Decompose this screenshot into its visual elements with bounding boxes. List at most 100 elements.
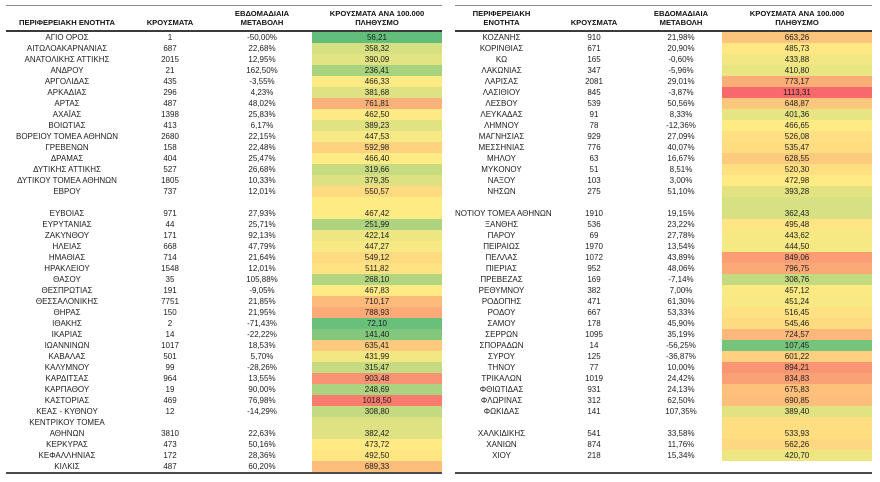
region-name-cell — [6, 197, 128, 208]
right-table: ΠΕΡΙΦΕΡΕΙΑΚΗ ΕΝΟΤΗΤΑ ΚΡΟΥΣΜΑΤΑ ΕΒΔΟΜΑΔΙΑΙΑ Μ… — [455, 5, 872, 474]
table-row: ΚΑΒΑΛΑΣ 501 5,70% 431,99 — [6, 350, 442, 362]
region-name-cell: ΑΓΙΟ ΟΡΟΣ — [45, 32, 89, 42]
cases-cell: 413 — [163, 120, 177, 130]
table-row: ΜΕΣΣΗΝΙΑΣ 776 40,07% 535,47 — [455, 141, 872, 153]
weekly-change-cell: 10,33% — [248, 175, 276, 185]
column-header: ΕΒΔΟΜΑΔΙΑΙΑ ΜΕΤΑΒΟΛΗ — [234, 9, 290, 27]
cases-cell: 487 — [163, 461, 177, 471]
per-100k-cell — [312, 416, 442, 428]
cases-cell: 347 — [587, 65, 601, 75]
region-name-cell: ΔΥΤΙΚΗΣ ΑΤΤΙΚΗΣ — [33, 164, 101, 174]
cases-cell: 296 — [163, 87, 177, 97]
per-100k-cell: 141,40 — [312, 328, 442, 340]
table-row: ΓΡΕΒΕΝΩΝ 158 22,48% 592,98 — [6, 141, 442, 153]
weekly-change-cell: 40,07% — [667, 142, 695, 152]
weekly-change-cell: 25,83% — [248, 109, 276, 119]
region-name-cell: ΜΗΛΟΥ — [487, 153, 516, 163]
cases-cell: 1095 — [585, 329, 603, 339]
per-100k-cell: 444,50 — [722, 240, 872, 252]
cases-cell: 312 — [587, 395, 601, 405]
weekly-change-cell: 50,56% — [667, 98, 695, 108]
weekly-change-cell: -14,29% — [247, 406, 277, 416]
table-row: ΚΑΣΤΟΡΙΑΣ 469 76,98% 1018,50 — [6, 394, 442, 406]
region-name-cell: ΚΑΛΥΜΝΟΥ — [44, 362, 90, 372]
per-100k-cell: 526,08 — [722, 130, 872, 142]
per-100k-cell: 1113,31 — [722, 86, 872, 98]
table-row: ΚΕΦΑΛΛΗΝΙΑΣ 172 28,36% 492,50 — [6, 449, 442, 461]
weekly-change-cell — [640, 197, 722, 208]
table-row: ΚΙΛΚΙΣ 487 60,20% 689,33 — [6, 460, 442, 472]
region-name-cell: ΚΑΣΤΟΡΙΑΣ — [44, 395, 90, 405]
table-row: ΚΕΑΣ - ΚΥΘΝΟΥ 12 -14,29% 308,80 — [6, 405, 442, 417]
region-name-cell: ΠΕΙΡΑΙΩΣ — [483, 241, 520, 251]
table-row: ΔΥΤΙΚΗΣ ΑΤΤΙΚΗΣ 527 26,68% 319,66 — [6, 163, 442, 175]
cases-cell: 2015 — [161, 54, 179, 64]
per-100k-cell: 689,33 — [312, 460, 442, 472]
table-row: ΛΕΣΒΟΥ 539 50,56% 648,87 — [455, 97, 872, 109]
per-100k-cell: 308,80 — [312, 405, 442, 417]
per-100k-cell: 466,33 — [312, 75, 442, 87]
cases-cell: 1017 — [161, 340, 179, 350]
weekly-change-cell: 28,36% — [248, 450, 276, 460]
per-100k-cell: 389,23 — [312, 119, 442, 131]
region-name-cell: ΒΟΙΩΤΙΑΣ — [48, 120, 86, 130]
region-name-cell: ΛΑΚΩΝΙΑΣ — [481, 65, 522, 75]
region-name-cell: ΙΚΑΡΙΑΣ — [51, 329, 83, 339]
cases-cell — [128, 417, 212, 428]
table-row: ΦΩΚΙΔΑΣ 141 107,35% 389,40 — [455, 405, 872, 417]
per-100k-cell: 472,98 — [722, 174, 872, 186]
per-100k-cell: 648,87 — [722, 97, 872, 109]
cases-cell: 14 — [589, 340, 599, 350]
region-name-cell: ΚΑΡΠΑΘΟΥ — [44, 384, 90, 394]
cases-cell: 382 — [587, 285, 601, 295]
cases-cell: 667 — [587, 307, 601, 317]
cases-cell — [548, 417, 640, 428]
table-row: ΝΑΞΟΥ 103 3,00% 472,98 — [455, 174, 872, 186]
weekly-change-cell: 48,06% — [667, 263, 695, 273]
left-table-body: ΑΓΙΟ ΟΡΟΣ 1 -50,00% 56,21 ΑΙΤΩΛΟΑΚΑΡΝΑΝΙΑΣ 68… — [6, 31, 442, 474]
region-name-cell: ΑΡΓΟΛΙΔΑΣ — [44, 76, 90, 86]
per-100k-cell: 56,21 — [312, 31, 442, 43]
table-row: ΣΑΜΟΥ 178 45,90% 545,46 — [455, 317, 872, 329]
weekly-change-cell: 13,54% — [667, 241, 695, 251]
table-row: ΒΟΙΩΤΙΑΣ 413 6,17% 389,23 — [6, 119, 442, 131]
table-row: ΔΥΤΙΚΟΥ ΤΟΜΕΑ ΑΘΗΝΩΝ 1805 10,33% 379,35 — [6, 174, 442, 186]
per-100k-cell: 550,57 — [312, 185, 442, 197]
weekly-change-cell: 7,00% — [669, 285, 693, 295]
table-row: ΛΑΚΩΝΙΑΣ 347 -5,96% 410,80 — [455, 64, 872, 76]
region-name-cell: ΗΛΕΙΑΣ — [52, 241, 82, 251]
column-header: ΠΕΡΙΦΕΡΕΙΑΚΗ ΕΝΟΤΗΤΑ — [472, 9, 531, 27]
weekly-change-cell: -7,14% — [668, 274, 694, 284]
per-100k-cell: 628,55 — [722, 152, 872, 164]
table-row: ΙΘΑΚΗΣ 2 -71,43% 72,10 — [6, 317, 442, 329]
table-row — [6, 196, 442, 208]
cases-cell: 191 — [163, 285, 177, 295]
per-100k-cell: 520,30 — [722, 163, 872, 175]
per-100k-cell: 308,76 — [722, 273, 872, 285]
weekly-change-cell: 22,63% — [248, 428, 276, 438]
region-name-cell: ΖΑΚΥΝΘΟΥ — [44, 230, 90, 240]
table-row: ΡΟΔΟΠΗΣ 471 61,30% 451,24 — [455, 295, 872, 307]
cases-cell: 44 — [165, 219, 175, 229]
per-100k-cell: 251,99 — [312, 218, 442, 230]
cases-cell: 971 — [163, 208, 177, 218]
region-name-cell: ΑΝΑΤΟΛΙΚΗΣ ΑΤΤΙΚΗΣ — [24, 54, 110, 64]
per-100k-cell: 485,73 — [722, 42, 872, 54]
table-row: ΛΗΜΝΟΥ 78 -12,36% 466,65 — [455, 119, 872, 131]
weekly-change-cell: 25,71% — [248, 219, 276, 229]
table-row: ΧΑΛΚΙΔΙΚΗΣ 541 33,58% 533,93 — [455, 427, 872, 439]
cases-cell: 141 — [587, 406, 601, 416]
weekly-change-cell: -36,87% — [666, 351, 696, 361]
table-row: ΘΕΣΠΡΩΤΙΑΣ 191 -9,05% 467,83 — [6, 284, 442, 296]
column-header: ΠΕΡΙΦΕΡΕΙΑΚΗ ΕΝΟΤΗΤΑ — [19, 17, 115, 27]
cases-cell: 687 — [163, 43, 177, 53]
per-100k-cell: 390,09 — [312, 53, 442, 65]
weekly-change-cell: 10,00% — [667, 362, 695, 372]
region-name-cell: ΔΥΤΙΚΟΥ ΤΟΜΕΑ ΑΘΗΝΩΝ — [17, 175, 117, 185]
cases-cell: 165 — [587, 54, 601, 64]
table-row: ΠΕΙΡΑΙΩΣ 1970 13,54% 444,50 — [455, 240, 872, 252]
weekly-change-cell — [212, 417, 312, 428]
cases-cell: 2680 — [161, 131, 179, 141]
table-row: ΝΟΤΙΟΥ ΤΟΜΕΑ ΑΘΗΝΩΝ 1910 19,15% 362,43 — [455, 207, 872, 219]
